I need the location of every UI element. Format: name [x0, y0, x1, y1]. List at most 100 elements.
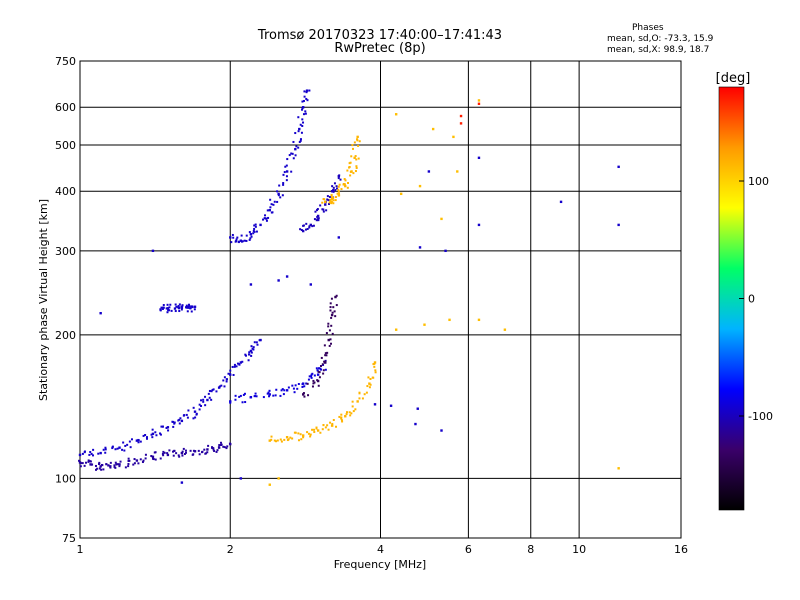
- echo-point: [330, 194, 333, 197]
- echo-point: [297, 383, 300, 386]
- echo-point: [104, 446, 107, 449]
- echo-point: [270, 438, 273, 441]
- echo-point: [113, 464, 116, 467]
- echo-point: [301, 385, 304, 388]
- echo-point: [356, 138, 359, 141]
- echo-point: [119, 460, 122, 463]
- echo-point: [350, 170, 353, 173]
- echo-point: [233, 365, 236, 368]
- echo-point: [328, 344, 331, 347]
- echo-point: [252, 346, 255, 349]
- echo-point: [223, 376, 226, 379]
- echo-point: [88, 453, 91, 456]
- echo-point: [280, 440, 283, 443]
- echo-point: [198, 453, 201, 456]
- echo-point: [232, 373, 235, 376]
- echo-point: [295, 145, 298, 148]
- echo-point: [109, 465, 112, 468]
- echo-point: [150, 433, 153, 436]
- echo-point: [331, 197, 334, 200]
- echo-point: [229, 369, 232, 372]
- echo-point: [267, 391, 270, 394]
- echo-point: [322, 210, 325, 213]
- echo-point: [369, 377, 372, 380]
- echo-point: [301, 118, 304, 121]
- trace-f2-o: [229, 89, 311, 244]
- echo-point: [151, 249, 155, 253]
- echo-point: [334, 196, 337, 199]
- echo-point: [229, 236, 232, 239]
- echo-point: [268, 439, 271, 442]
- echo-point: [255, 230, 258, 233]
- echo-point: [301, 393, 305, 396]
- echo-point: [266, 209, 269, 212]
- echo-point: [368, 386, 371, 389]
- echo-point: [332, 202, 335, 205]
- echo-point: [334, 315, 337, 318]
- echo-point: [262, 218, 265, 221]
- echo-point: [311, 372, 314, 375]
- echo-point: [312, 382, 315, 385]
- echo-point: [337, 188, 340, 191]
- echo-point: [247, 353, 250, 356]
- echo-point: [223, 446, 226, 449]
- colorbar-label: [deg]: [716, 71, 751, 86]
- echo-point: [245, 239, 248, 242]
- echo-point: [281, 194, 284, 197]
- echo-point: [231, 365, 234, 368]
- echo-point: [334, 189, 337, 192]
- echo-point: [254, 223, 257, 226]
- echo-point: [79, 462, 82, 465]
- echo-point: [456, 170, 459, 173]
- echo-point: [313, 374, 316, 377]
- echo-point: [109, 466, 112, 469]
- echo-point: [308, 375, 311, 378]
- echo-point: [83, 450, 86, 453]
- echo-point: [316, 209, 319, 212]
- echo-point: [279, 438, 282, 441]
- echo-point: [297, 116, 300, 119]
- echo-point: [139, 440, 142, 443]
- echo-point: [277, 477, 280, 480]
- echo-point: [204, 452, 207, 455]
- echo-point: [559, 200, 563, 204]
- echo-point: [161, 425, 164, 428]
- echo-point: [316, 369, 319, 372]
- echo-point: [329, 306, 332, 309]
- echo-point: [237, 241, 240, 244]
- echo-point: [81, 452, 84, 455]
- echo-point: [333, 310, 336, 313]
- echo-point: [89, 460, 92, 463]
- echo-point: [268, 393, 271, 396]
- echo-point: [198, 408, 201, 411]
- echo-point: [114, 466, 117, 469]
- echo-point: [285, 170, 289, 173]
- echo-point: [287, 386, 290, 389]
- echo-point: [192, 406, 195, 409]
- echo-point: [300, 131, 303, 134]
- echo-point: [300, 438, 303, 441]
- echo-point: [286, 158, 289, 161]
- echo-point: [344, 415, 347, 418]
- y-tick-label: 600: [55, 101, 76, 114]
- x-tick-label: 4: [377, 543, 384, 556]
- echo-point: [444, 249, 447, 253]
- echo-point: [301, 434, 305, 437]
- echo-point: [243, 239, 246, 242]
- echo-point: [325, 332, 328, 335]
- echo-point: [322, 424, 325, 427]
- echo-point: [78, 453, 82, 457]
- echo-point: [308, 89, 311, 92]
- echo-point: [250, 354, 253, 357]
- echo-point: [326, 195, 329, 198]
- echo-point: [202, 398, 205, 401]
- echo-point: [242, 393, 245, 396]
- x-tick-label: 2: [227, 543, 234, 556]
- echo-point: [285, 179, 288, 182]
- echo-point: [192, 453, 195, 456]
- trace-stray-red: [459, 102, 481, 125]
- echo-point: [301, 100, 304, 103]
- echo-point: [344, 184, 347, 188]
- echo-point: [319, 204, 322, 207]
- echo-point: [328, 329, 331, 332]
